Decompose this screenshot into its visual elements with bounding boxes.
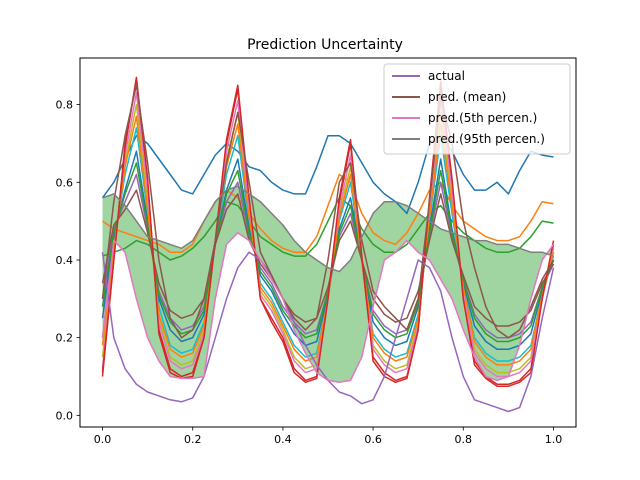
series-line-5 [102,173,554,253]
x-tick-label: 0.6 [364,433,382,446]
legend-label: pred. (mean) [428,90,506,104]
y-tick-label: 0.8 [56,99,74,112]
chart-title: Prediction Uncertainty [247,37,403,53]
series-line-15 [101,189,555,327]
y-tick-label: 0.6 [56,176,74,189]
plot-content [101,76,555,413]
legend: actual pred. (mean) pred.(5th percen.) pred… [383,63,571,155]
x-tick-label: 0.4 [274,433,292,446]
series-line-6 [102,197,554,261]
axes: 0.0 0.2 0.4 0.6 0.8 1.0 0.0 0.2 0.4 0.6 0.8 [56,57,577,446]
x-tick-label: 0.8 [455,433,473,446]
x-tick-label: 0.0 [94,433,112,446]
series-line-16 [101,76,555,387]
axes-frame [79,57,577,428]
x-tick-label: 1.0 [545,433,563,446]
legend-label: pred.(5th percen.) [428,111,537,125]
legend-label: pred.(95th percen.) [428,132,545,146]
y-tick-label: 0.2 [56,332,74,345]
legend-label: actual [428,69,465,83]
y-tick-label: 0.0 [56,409,74,422]
plot-area [101,76,555,413]
series-line-1 [101,84,555,339]
series-line-2 [101,232,555,384]
series-line-3 [102,185,554,273]
y-tick-label: 0.4 [56,254,74,267]
legend-box [383,63,571,155]
x-tick-label: 0.2 [184,433,202,446]
series-line-4 [101,134,554,215]
